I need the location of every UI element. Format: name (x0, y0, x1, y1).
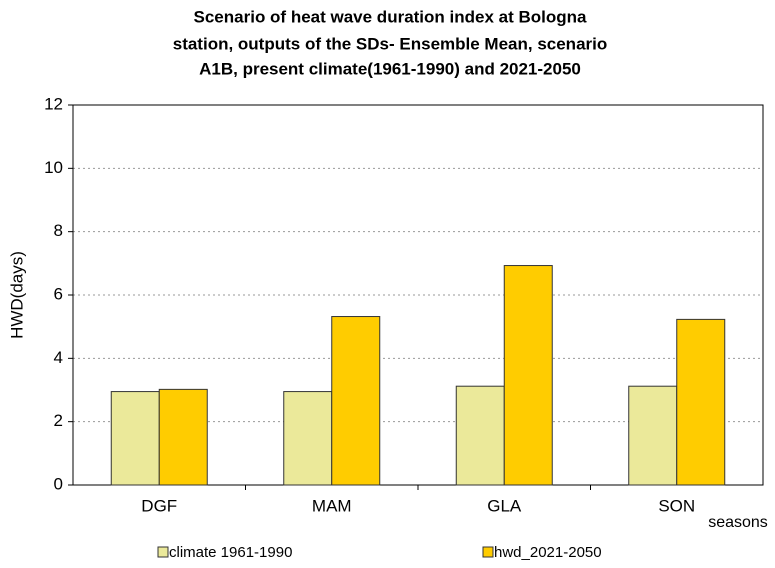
legend-swatch (482, 546, 494, 558)
y-tick-label: 2 (54, 411, 63, 430)
y-tick-label: 0 (54, 474, 63, 493)
bar (158, 388, 208, 486)
legend-swatch (157, 546, 169, 558)
bar (628, 385, 678, 486)
chart-title: A1B, present climate(1961-1990) and 2021… (199, 59, 581, 78)
chart-title: Scenario of heat wave duration index at … (194, 7, 588, 26)
y-tick-label: 6 (54, 284, 63, 303)
bar (110, 391, 160, 486)
y-tick-label: 10 (44, 158, 63, 177)
bar (455, 385, 505, 486)
bar (503, 265, 553, 486)
bar (331, 316, 381, 486)
x-axis-label: seasons (708, 514, 768, 531)
bar (676, 318, 726, 486)
y-tick-label: 8 (54, 221, 63, 240)
chart-title: station, outputs of the SDs- Ensemble Me… (173, 34, 608, 53)
legend-label: climate 1961-1990 (169, 544, 292, 561)
bar (283, 391, 333, 486)
y-tick-label: 4 (54, 348, 63, 367)
y-tick-label: 12 (44, 94, 63, 113)
legend-label: hwd_2021-2050 (494, 544, 602, 561)
x-tick-label: SON (658, 496, 695, 515)
x-tick-label: MAM (312, 496, 352, 515)
x-tick-label: DGF (141, 496, 177, 515)
x-tick-label: GLA (487, 496, 522, 515)
y-axis-label: HWD(days) (7, 251, 26, 339)
